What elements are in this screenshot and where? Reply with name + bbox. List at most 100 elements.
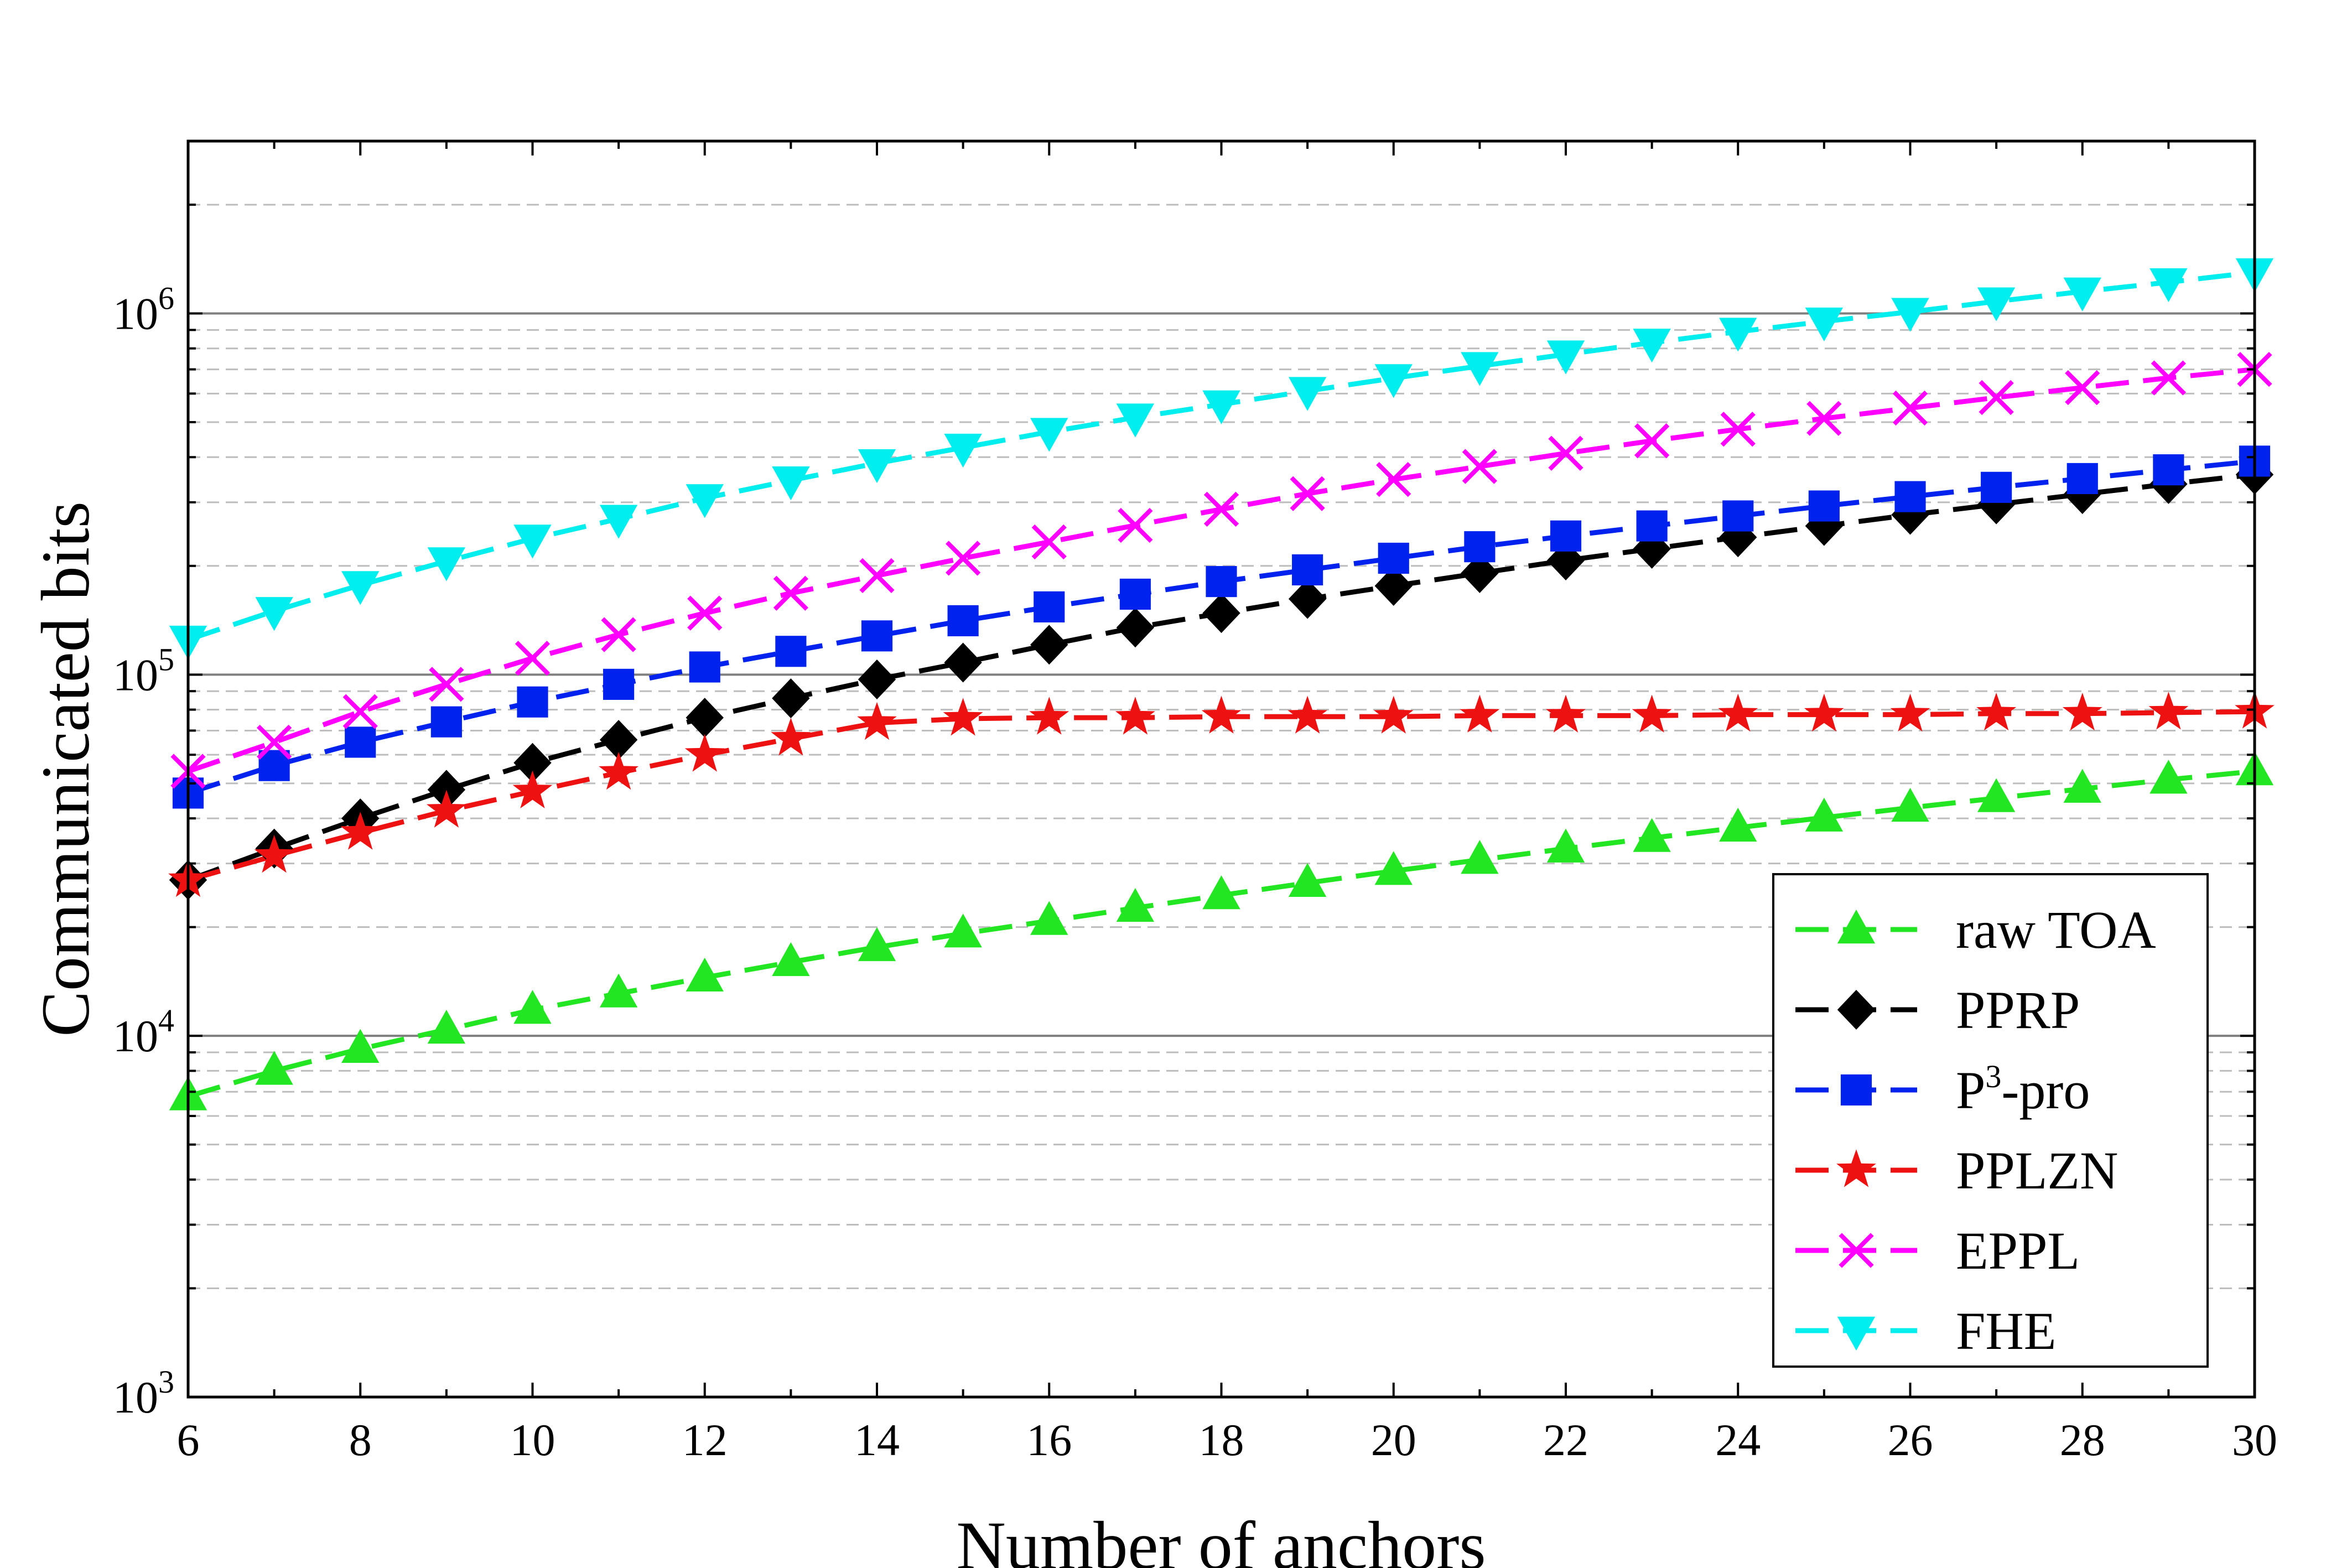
data-point: [1805, 797, 1844, 832]
data-point: [1892, 390, 1928, 426]
x-tick-label: 8: [349, 1415, 372, 1465]
data-point: [341, 571, 380, 605]
data-point: [1202, 875, 1240, 910]
data-point: [1632, 694, 1672, 733]
data-point: [1030, 418, 1068, 452]
data-point: [1804, 693, 1844, 732]
legend-marker: [1840, 1074, 1872, 1106]
data-point: [345, 726, 376, 758]
data-point: [1287, 695, 1328, 734]
data-point: [427, 547, 466, 581]
data-point: [1030, 901, 1068, 935]
x-tick-label: 18: [1199, 1415, 1244, 1465]
series-markers-5: [169, 258, 2274, 660]
y-tick-exponent: 4: [158, 1003, 174, 1039]
y-axis-title: Communicated bits: [28, 501, 103, 1037]
data-point: [943, 698, 983, 736]
data-point: [944, 913, 982, 948]
data-point: [1292, 554, 1323, 586]
data-point: [1464, 531, 1496, 563]
data-point: [1719, 807, 1757, 842]
data-point: [513, 525, 552, 559]
data-point: [858, 449, 896, 484]
data-point: [1030, 625, 1068, 665]
data-point: [1462, 449, 1498, 484]
data-point: [1374, 851, 1413, 885]
data-point: [2063, 769, 2101, 803]
data-point: [1288, 863, 1327, 897]
legend-entries: raw TOA PPRP P3-pro PPLZN EPPL FHE: [1795, 900, 2156, 1361]
data-point: [686, 957, 724, 992]
data-point: [1288, 579, 1327, 619]
data-point: [1636, 510, 1668, 542]
data-point: [427, 1010, 466, 1044]
data-point: [859, 558, 895, 593]
x-tick-label: 14: [854, 1415, 900, 1465]
x-tick-label: 20: [1371, 1415, 1416, 1465]
data-point: [944, 433, 982, 468]
data-point: [1546, 828, 1585, 863]
data-point: [341, 1029, 380, 1063]
data-point: [2062, 693, 2102, 731]
data-point: [340, 812, 381, 850]
x-tick-label: 10: [510, 1415, 555, 1465]
data-point: [2063, 277, 2101, 311]
data-point: [1116, 887, 1155, 922]
data-point: [342, 694, 378, 729]
data-point: [1633, 329, 1671, 363]
data-point: [1116, 403, 1155, 438]
data-point: [1805, 307, 1844, 342]
data-point: [2063, 474, 2101, 515]
data-point: [1633, 528, 1671, 569]
legend-item: PPLZN: [1795, 1141, 2118, 1200]
y-tick-base: 10: [113, 1372, 158, 1422]
data-point: [513, 990, 552, 1024]
data-point: [1808, 490, 1840, 522]
data-point: [1374, 566, 1413, 606]
data-point: [2149, 760, 2188, 794]
data-point: [1718, 693, 1758, 732]
data-point: [1202, 593, 1240, 634]
data-point: [689, 651, 720, 683]
x-tick-label: 22: [1543, 1415, 1588, 1465]
data-point: [255, 1051, 293, 1085]
data-point: [1202, 390, 1240, 424]
legend-marker: [1837, 910, 1876, 944]
data-point: [1977, 778, 2016, 812]
legend-label: PPLZN: [1956, 1141, 2118, 1200]
data-point: [775, 636, 807, 667]
data-point: [1290, 476, 1325, 511]
data-point: [515, 641, 551, 676]
data-point: [1981, 471, 2012, 503]
data-point: [1119, 578, 1151, 610]
data-point: [1720, 412, 1756, 447]
y-tick-label: 105: [113, 641, 174, 700]
legend-marker: [1837, 990, 1876, 1030]
legend-item: P3-pro: [1795, 1058, 2090, 1120]
legend-item: raw TOA: [1795, 900, 2156, 959]
y-tick-base: 10: [113, 1011, 158, 1061]
y-tick-label: 104: [113, 1003, 174, 1061]
data-point: [1976, 693, 2017, 731]
data-point: [771, 718, 811, 756]
data-point: [772, 466, 810, 501]
x-tick-label: 6: [177, 1415, 200, 1465]
legend-marker: [1839, 1233, 1874, 1268]
y-tick-label: 103: [113, 1364, 174, 1422]
data-point: [1288, 377, 1327, 411]
data-point: [1376, 461, 1411, 497]
data-point: [1206, 566, 1237, 598]
legend-item: PPRP: [1795, 980, 2080, 1040]
data-point: [1115, 697, 1155, 735]
x-tick-label: 30: [2232, 1415, 2277, 1465]
data-point: [2065, 370, 2100, 406]
legend-marker: [1836, 1149, 1876, 1187]
data-point: [1373, 695, 1414, 734]
series-markers-0: [169, 751, 2274, 1110]
data-point: [1116, 608, 1155, 648]
data-point: [858, 659, 896, 699]
data-point: [430, 706, 462, 738]
data-point: [1378, 542, 1409, 574]
data-point: [2149, 268, 2188, 303]
data-point: [1374, 364, 1413, 398]
